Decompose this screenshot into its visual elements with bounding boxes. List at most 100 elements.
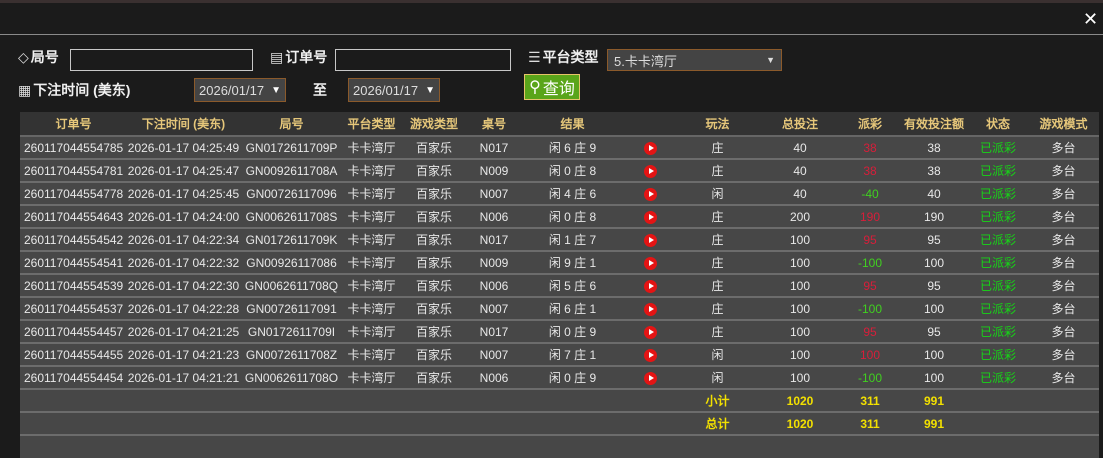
cell-video [625,251,675,275]
cell-game-type: 百家乐 [400,343,468,367]
cell-payout: -100 [840,366,900,390]
query-button[interactable]: ⚲ 查询 [524,74,580,100]
cell [400,389,468,413]
chevron-down-icon: ▼ [425,84,435,96]
platform-label: ☰ 平台类型 [528,48,599,66]
cell-video [625,343,675,367]
play-video-icon[interactable] [643,302,657,316]
cell-bet-type: 庄 [675,251,760,275]
cell-game-mode: 多台 [1028,251,1099,275]
subtotal-label: 小计 [675,389,760,413]
cell-status: 已派彩 [968,228,1028,252]
cell-total-bet: 100 [760,274,840,298]
play-video-icon[interactable] [643,187,657,201]
cell-payout: -100 [840,251,900,275]
table-row: 260117044554643 2026-01-17 04:24:00 GN0062… [20,205,1099,229]
table-header: 订单号 下注时间 (美东) 局号 平台类型 游戏类型 桌号 结果 玩法 总投注 派彩 有效投注额 状态… [20,112,1099,137]
cell-game-mode: 多台 [1028,297,1099,321]
cell-game-type: 百家乐 [400,320,468,344]
header-video [625,112,675,137]
total-bet: 1020 [760,412,840,436]
cell-payout: 38 [840,136,900,160]
cell [240,435,343,458]
cell-round-id: GN0172611709K [240,228,343,252]
cell-bet-time: 2026-01-17 04:21:21 [127,366,240,390]
cell-status: 已派彩 [968,366,1028,390]
chevron-down-icon: ▼ [766,55,775,65]
cell-game-mode: 多台 [1028,136,1099,160]
play-video-icon[interactable] [643,233,657,247]
cell-bet-time: 2026-01-17 04:21:23 [127,343,240,367]
chevron-down-icon: ▼ [271,84,281,96]
cell-result: 闲 0 庄 8 [520,159,625,183]
header-order-id: 订单号 [20,112,127,137]
cell-status: 已派彩 [968,297,1028,321]
cell [468,435,520,458]
cell-valid-bet: 100 [900,366,968,390]
cell [520,412,625,436]
cell-game-type: 百家乐 [400,159,468,183]
cell-platform: 卡卡湾厅 [343,228,400,252]
cell-video [625,274,675,298]
cell-game-type: 百家乐 [400,366,468,390]
cell-game-mode: 多台 [1028,228,1099,252]
header-platform: 平台类型 [343,112,400,137]
cell-bet-time: 2026-01-17 04:24:00 [127,205,240,229]
platform-select[interactable]: 5.卡卡湾厅 ▼ [607,49,782,71]
cell [400,412,468,436]
play-video-icon[interactable] [643,279,657,293]
cell-platform: 卡卡湾厅 [343,205,400,229]
date-to-select[interactable]: 2026/01/17 ▼ [348,78,440,102]
cell-bet-type: 庄 [675,159,760,183]
cell-total-bet: 40 [760,182,840,206]
play-video-icon[interactable] [643,141,657,155]
cell-table-no: N006 [468,274,520,298]
cell-platform: 卡卡湾厅 [343,274,400,298]
cell-result: 闲 6 庄 1 [520,297,625,321]
play-video-icon[interactable] [643,256,657,270]
cell-bet-time: 2026-01-17 04:25:45 [127,182,240,206]
date-from-select[interactable]: 2026/01/17 ▼ [194,78,286,102]
play-video-icon[interactable] [643,210,657,224]
cell-bet-time: 2026-01-17 04:22:28 [127,297,240,321]
cell [127,435,240,458]
cell [343,412,400,436]
cell-order-id: 260117044554781 [20,159,127,183]
cell-table-no: N009 [468,159,520,183]
cell-status: 已派彩 [968,320,1028,344]
cell-game-mode: 多台 [1028,182,1099,206]
cell-round-id: GN0062611708S [240,205,343,229]
cell-video [625,205,675,229]
cell-round-id: GN0062611708O [240,366,343,390]
table-row: 260117044554457 2026-01-17 04:21:25 GN0172… [20,320,1099,344]
cell-valid-bet: 100 [900,343,968,367]
table-row: 260117044554781 2026-01-17 04:25:47 GN0092… [20,159,1099,183]
cell-round-id: GN0092611708A [240,159,343,183]
cell [675,435,760,458]
cell-round-id: GN00926117086 [240,251,343,275]
cell-bet-type: 庄 [675,274,760,298]
cell-order-id: 260117044554537 [20,297,127,321]
cell-result: 闲 0 庄 9 [520,320,625,344]
cell [1028,435,1099,458]
cell-total-bet: 40 [760,159,840,183]
cell-order-id: 260117044554542 [20,228,127,252]
play-video-icon[interactable] [643,164,657,178]
play-video-icon[interactable] [643,371,657,385]
cell-total-bet: 100 [760,251,840,275]
play-video-icon[interactable] [643,325,657,339]
play-video-icon[interactable] [643,348,657,362]
total-payout: 311 [840,412,900,436]
cell-bet-time: 2026-01-17 04:22:30 [127,274,240,298]
cell-platform: 卡卡湾厅 [343,366,400,390]
cell [625,389,675,413]
order-input[interactable] [335,49,511,71]
cell [400,435,468,458]
cell-order-id: 260117044554643 [20,205,127,229]
table-row: 260117044554541 2026-01-17 04:22:32 GN0092… [20,251,1099,275]
cell-result: 闲 0 庄 8 [520,205,625,229]
cell [760,435,840,458]
cell-game-mode: 多台 [1028,159,1099,183]
round-input[interactable] [70,49,253,71]
close-icon[interactable]: ✕ [1083,9,1099,29]
